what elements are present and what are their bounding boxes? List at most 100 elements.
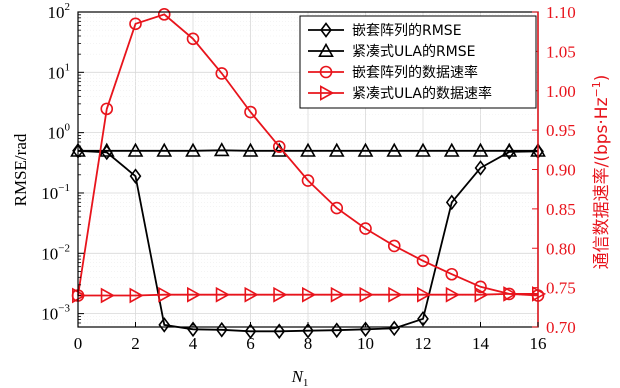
- series-line: [77, 149, 539, 333]
- legend-item: 嵌套阵列的RMSE: [308, 22, 462, 39]
- x-tick-label: 2: [131, 334, 140, 353]
- data-point: [242, 142, 259, 157]
- legend-marker: [320, 22, 332, 38]
- data-point: [445, 286, 460, 303]
- data-point: [72, 287, 87, 304]
- legend-item: 紧凑式ULA的数据速率: [308, 85, 492, 102]
- legend-label: 嵌套阵列的RMSE: [352, 23, 462, 39]
- y-left-tick-label: 10−3: [41, 303, 70, 324]
- x-axis-label-main: N: [291, 367, 305, 386]
- y-right-tick-label: 0.80: [546, 239, 576, 258]
- data-point: [388, 320, 401, 337]
- x-tick-label: 6: [246, 334, 255, 353]
- data-point: [357, 142, 374, 157]
- y-axis-right-label-sup: −1: [590, 81, 603, 97]
- legend-marker: [318, 42, 334, 58]
- legend-label: 嵌套阵列的数据速率: [352, 64, 478, 81]
- data-point: [474, 280, 487, 294]
- y-left-tick-label: 101: [48, 61, 71, 82]
- y-axis-right-label-main: 通信数据速率/(bps·Hz: [592, 97, 612, 269]
- data-point: [302, 322, 314, 339]
- data-point: [244, 323, 257, 340]
- data-point: [301, 174, 315, 187]
- data-point: [244, 105, 257, 119]
- data-point: [127, 142, 144, 157]
- x-axis-label: N1: [291, 367, 309, 388]
- y-right-tick-label: 0.75: [546, 279, 576, 298]
- x-tick-label: 14: [472, 334, 490, 353]
- y-right-tick-label: 0.85: [546, 200, 576, 219]
- data-point: [415, 142, 431, 157]
- x-axis-label-sub: 1: [303, 377, 309, 388]
- data-point: [445, 267, 459, 281]
- y-right-tick-label: 1.00: [546, 82, 576, 101]
- ticks: 0 2 4 6 8 10 12 14 16 10−3 10−2 10−1 100 101 102 0.70 0.…: [41, 1, 575, 353]
- series-1: [72, 142, 544, 340]
- y-axis-right-label: 通信数据速率/(bps·Hz−1): [590, 75, 612, 270]
- data-point: [474, 286, 489, 303]
- data-point: [300, 142, 316, 157]
- y-left-tick-label: 100: [48, 122, 71, 143]
- data-point: [359, 286, 374, 303]
- data-point: [273, 286, 288, 303]
- data-point: [213, 142, 230, 157]
- x-tick-label: 12: [415, 334, 432, 353]
- y-left-tick-label: 10−2: [41, 242, 70, 263]
- data-point: [359, 222, 372, 235]
- data-point: [100, 102, 114, 116]
- data-point: [156, 142, 173, 157]
- data-point: [388, 286, 403, 303]
- x-tick-label: 4: [189, 334, 198, 353]
- series-line: [78, 149, 538, 152]
- data-point: [416, 254, 430, 268]
- data-point: [386, 142, 403, 157]
- data-point: [330, 322, 343, 339]
- x-tick-label: 10: [357, 334, 374, 353]
- data-point: [272, 140, 286, 153]
- data-point: [98, 142, 115, 157]
- legend-item: 嵌套阵列的数据速率: [308, 64, 478, 81]
- y-axis-right-label-end: ): [592, 75, 612, 82]
- data-point: [443, 142, 460, 157]
- y-right-tick-label: 0.95: [546, 121, 576, 140]
- x-tick-label: 16: [530, 334, 547, 353]
- series-3: [71, 8, 545, 302]
- data-point: [301, 286, 317, 303]
- data-point: [328, 142, 345, 157]
- legend-label: 紧凑式ULA的数据速率: [352, 85, 492, 102]
- data-point: [158, 286, 173, 303]
- data-point: [157, 8, 171, 21]
- data-point: [129, 287, 144, 304]
- legend-marker: [319, 65, 333, 79]
- data-point: [244, 286, 259, 303]
- data-point: [215, 67, 229, 80]
- data-point: [273, 323, 286, 340]
- data-point: [330, 286, 345, 303]
- series-line: [78, 292, 538, 297]
- legend-marker: [319, 85, 335, 101]
- data-point: [503, 286, 518, 302]
- data-point: [100, 287, 115, 304]
- data-point: [501, 142, 518, 157]
- data-point: [472, 142, 489, 157]
- data-point: [129, 168, 142, 184]
- x-tick-label: 8: [304, 334, 313, 353]
- y-right-tick-label: 1.10: [546, 3, 576, 22]
- y-right-tick-label: 1.05: [546, 42, 576, 61]
- y-left-tick-label: 10−1: [41, 182, 70, 203]
- data-point: [187, 286, 202, 303]
- y-right-tick-label: 0.70: [546, 318, 576, 337]
- data-point: [416, 286, 432, 303]
- data-point: [330, 201, 344, 215]
- x-tick-label: 0: [74, 334, 83, 353]
- data-point: [185, 142, 201, 157]
- y-left-tick-label: 102: [48, 1, 71, 22]
- legend-label: 紧凑式ULA的RMSE: [352, 43, 475, 60]
- data-point: [158, 317, 171, 333]
- data-point: [474, 160, 487, 176]
- legend-item: 紧凑式ULA的RMSE: [308, 42, 475, 60]
- data-point: [387, 239, 401, 253]
- y-axis-left-label: RMSE/rad: [11, 133, 30, 206]
